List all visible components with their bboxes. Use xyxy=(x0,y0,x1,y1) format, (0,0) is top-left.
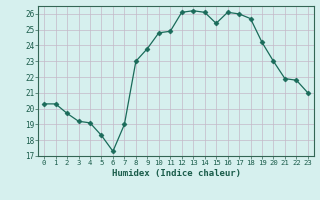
X-axis label: Humidex (Indice chaleur): Humidex (Indice chaleur) xyxy=(111,169,241,178)
